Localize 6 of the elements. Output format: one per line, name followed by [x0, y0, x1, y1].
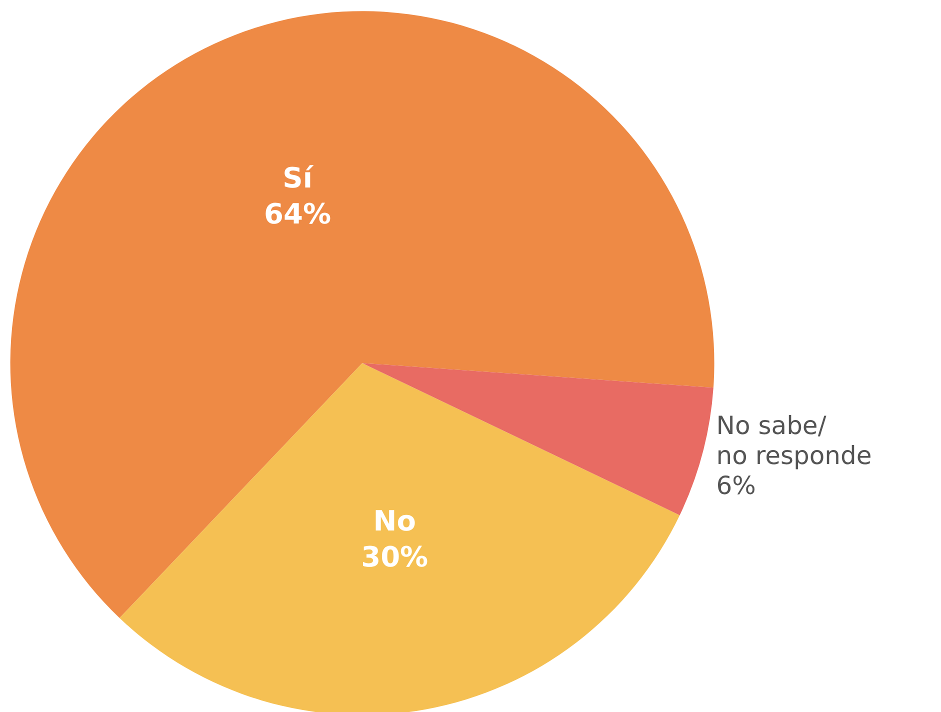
- data-label: 64%: [264, 198, 332, 231]
- slice-label: No sabe/ no responde: [716, 411, 872, 470]
- data-label: 6%: [716, 471, 756, 500]
- data-label: 30%: [361, 540, 428, 574]
- slice-label: Sí: [282, 162, 314, 195]
- slice-label: No: [373, 504, 416, 538]
